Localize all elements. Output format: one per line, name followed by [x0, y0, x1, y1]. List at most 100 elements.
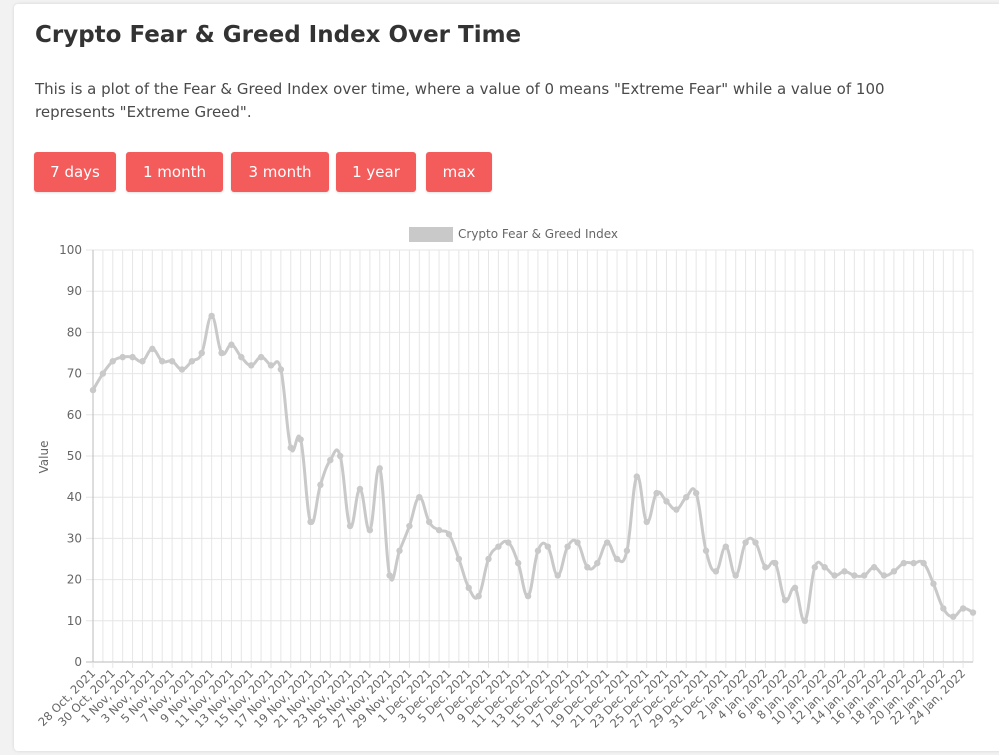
- y-tick-label: 30: [67, 531, 82, 545]
- data-point: [801, 617, 809, 624]
- page-title: Crypto Fear & Greed Index Over Time: [35, 22, 522, 48]
- data-point: [307, 518, 314, 526]
- y-tick-label: 80: [67, 325, 82, 339]
- data-point: [485, 555, 492, 563]
- data-point: [781, 597, 789, 604]
- data-point: [861, 572, 868, 579]
- chart-grid: [86, 249, 974, 663]
- y-tick-label: 50: [67, 449, 82, 463]
- data-point: [762, 564, 769, 571]
- data-point: [406, 522, 413, 530]
- data-point: [386, 572, 393, 579]
- data-point: [584, 564, 591, 571]
- data-point: [257, 353, 265, 361]
- data-point: [653, 489, 660, 497]
- y-tick-label: 100: [59, 243, 82, 257]
- data-point: [742, 539, 749, 546]
- data-point: [702, 547, 710, 554]
- data-point: [208, 312, 215, 320]
- data-point: [129, 353, 136, 361]
- data-point: [544, 543, 552, 550]
- data-point: [940, 605, 947, 612]
- data-point: [336, 452, 344, 460]
- chart-legend[interactable]: Crypto Fear & Greed Index: [409, 227, 618, 242]
- data-point: [396, 547, 403, 554]
- data-point: [633, 473, 641, 480]
- data-point: [149, 345, 156, 353]
- data-point: [959, 605, 967, 612]
- data-point: [505, 539, 512, 546]
- data-point: [168, 358, 176, 365]
- range-7-days-button[interactable]: 7 days: [34, 152, 116, 192]
- data-point: [435, 526, 443, 534]
- data-point: [643, 518, 650, 526]
- legend-swatch: [409, 227, 453, 242]
- data-point: [811, 564, 818, 571]
- data-point: [524, 592, 532, 600]
- series-line: [91, 314, 974, 623]
- data-point: [752, 539, 759, 546]
- range-3-month-button[interactable]: 3 month: [231, 152, 329, 192]
- data-point: [673, 506, 680, 513]
- data-point: [475, 592, 482, 600]
- data-point: [228, 341, 235, 348]
- data-point: [376, 465, 383, 472]
- data-point: [950, 613, 957, 620]
- data-point: [791, 584, 799, 592]
- data-point: [870, 564, 878, 571]
- data-point: [495, 543, 502, 550]
- data-point: [445, 531, 453, 538]
- data-point: [267, 362, 275, 369]
- data-point: [327, 456, 334, 464]
- y-tick-label: 20: [67, 573, 82, 587]
- range-max-button[interactable]: max: [426, 152, 492, 192]
- data-point: [218, 349, 225, 357]
- data-point: [416, 494, 423, 501]
- data-point: [248, 362, 255, 369]
- y-axis-title: Value: [37, 441, 51, 474]
- range-1-month-button[interactable]: 1 month: [126, 152, 223, 192]
- data-point: [920, 559, 927, 567]
- data-point: [910, 559, 917, 567]
- data-point: [99, 370, 107, 377]
- data-point: [574, 539, 581, 546]
- series-points: [89, 312, 977, 624]
- data-point: [613, 555, 621, 563]
- y-tick-label: 60: [67, 408, 82, 422]
- data-point: [89, 386, 97, 394]
- data-point: [821, 564, 828, 571]
- data-point: [880, 572, 888, 579]
- data-point: [425, 518, 433, 526]
- data-point: [712, 568, 720, 575]
- data-point: [317, 481, 324, 489]
- data-point: [663, 498, 670, 505]
- data-point: [732, 572, 739, 579]
- y-tick-label: 70: [67, 367, 82, 381]
- legend-label: Crypto Fear & Greed Index: [458, 227, 618, 241]
- y-tick-label: 40: [67, 490, 82, 504]
- data-point: [356, 485, 364, 493]
- data-point: [198, 349, 205, 357]
- data-point: [722, 543, 730, 550]
- data-point: [900, 559, 907, 567]
- data-point: [297, 436, 304, 443]
- data-point: [514, 559, 522, 567]
- data-point: [455, 555, 463, 563]
- y-tick-label: 10: [67, 614, 82, 628]
- y-tick-label: 90: [67, 284, 82, 298]
- range-1-year-button[interactable]: 1 year: [336, 152, 416, 192]
- data-point: [287, 444, 294, 451]
- data-point: [692, 489, 700, 497]
- y-tick-labels: 0 10 20 30 40 50 60 70 80 90 100: [59, 243, 82, 669]
- data-point: [930, 580, 937, 587]
- data-point: [159, 358, 166, 365]
- data-point: [623, 547, 631, 554]
- data-point: [178, 366, 186, 373]
- data-point: [890, 568, 898, 575]
- data-point: [554, 572, 561, 579]
- data-point: [851, 572, 858, 579]
- data-point: [772, 559, 779, 567]
- data-point: [119, 353, 126, 361]
